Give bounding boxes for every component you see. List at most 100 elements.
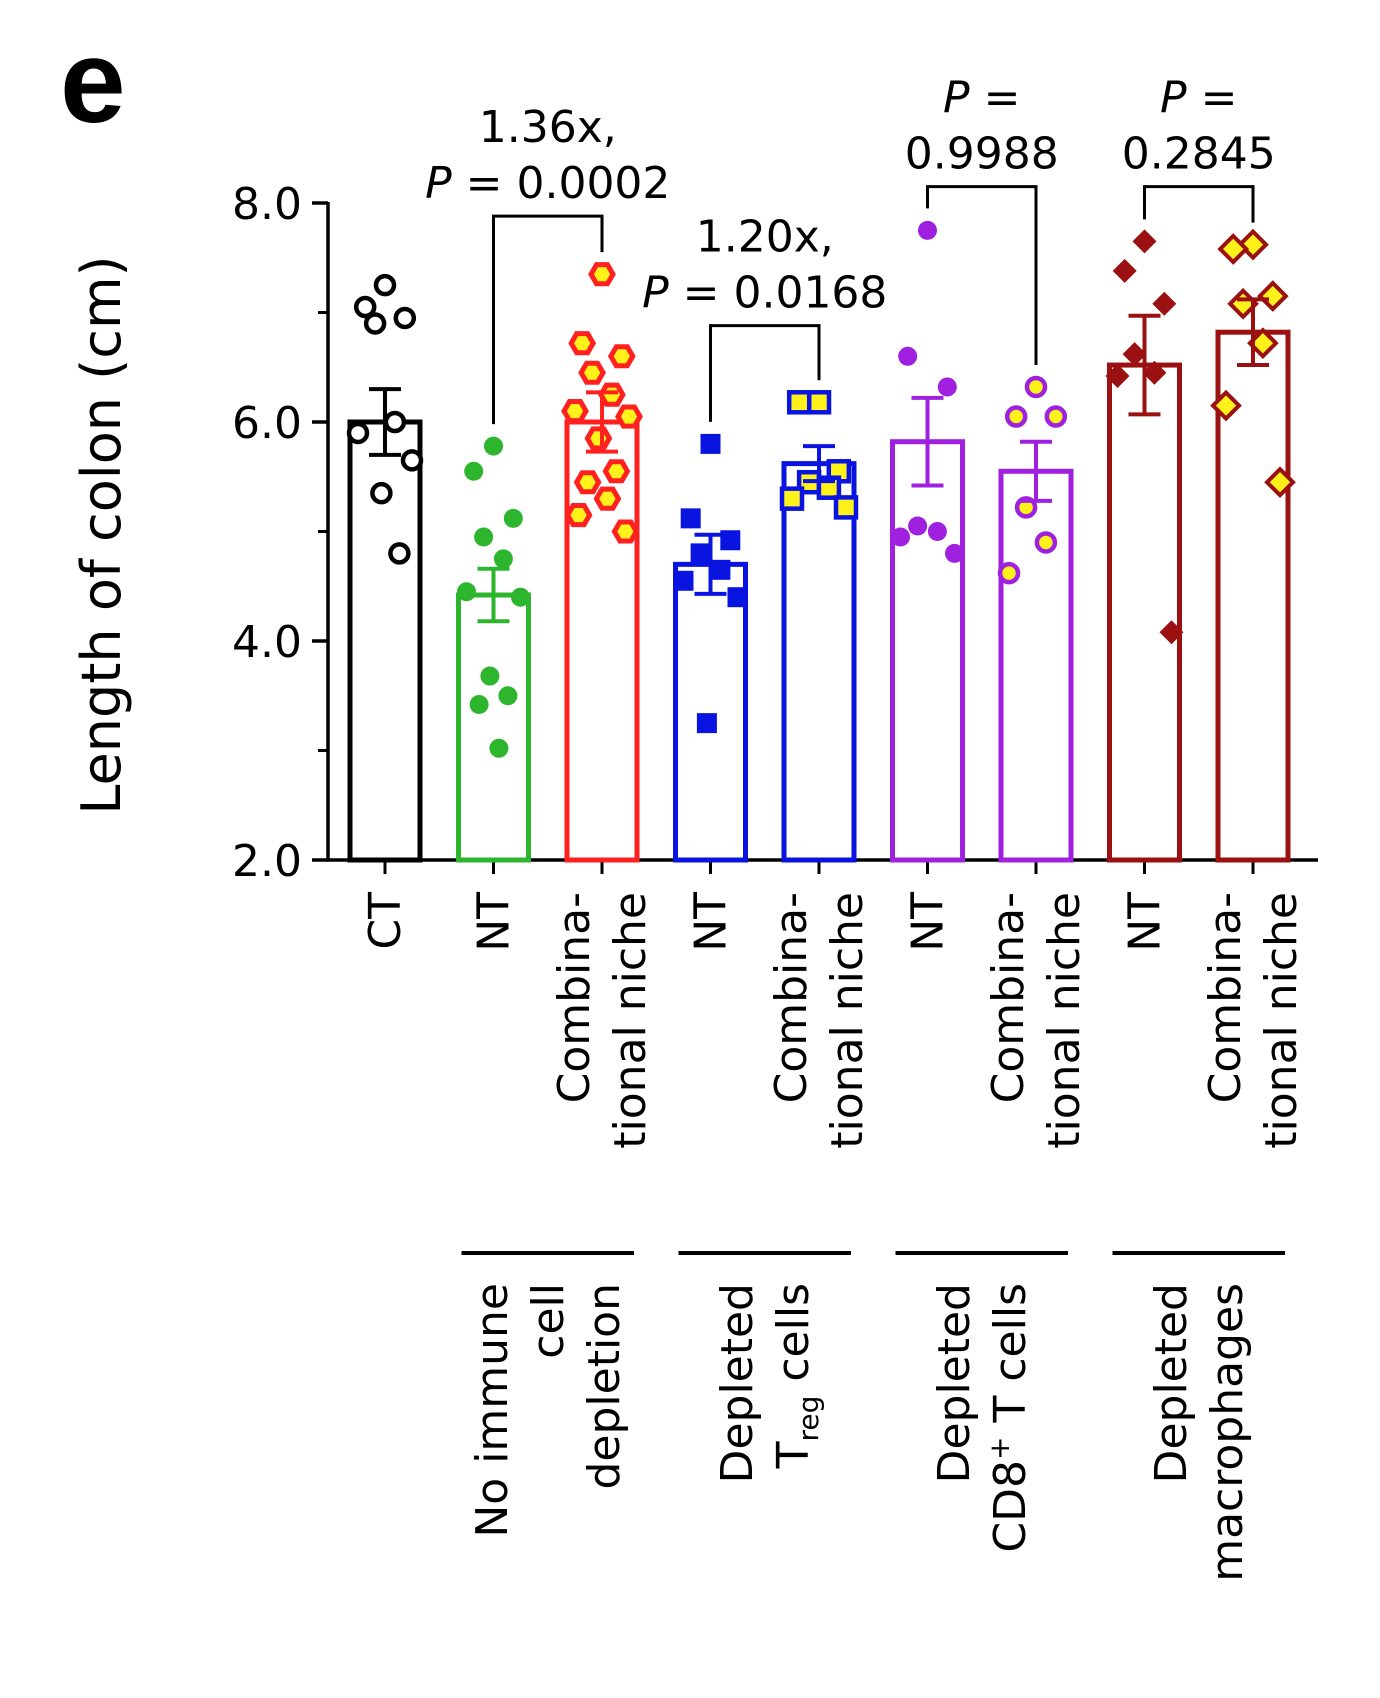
comparison-label: P =: [943, 73, 1020, 124]
data-point: [383, 410, 407, 434]
data-point: [1132, 229, 1157, 254]
bar: [998, 468, 1074, 863]
data-point: [498, 686, 518, 706]
category-label-line: tional niche: [1256, 892, 1307, 1149]
group-label-line: Depleted: [929, 1283, 980, 1483]
data-point: [1014, 496, 1038, 519]
data-point: [779, 486, 805, 511]
group-label-line: macrophages: [1202, 1283, 1253, 1582]
category-label-line: CT: [360, 892, 411, 950]
y-axis-title: Length of colon (cm): [70, 255, 133, 814]
group-label-line: No immune: [467, 1283, 518, 1538]
panel-letter: e: [60, 16, 126, 148]
data-point: [1112, 258, 1137, 283]
data-point: [833, 495, 859, 520]
category-label: Combina-tional niche: [983, 892, 1090, 1149]
category-label: NT: [1120, 892, 1171, 952]
data-point: [1105, 364, 1130, 389]
data-point: [503, 508, 523, 528]
data-point: [1142, 360, 1167, 385]
data-point: [1264, 466, 1296, 499]
data-point: [945, 543, 964, 563]
data-point: [918, 220, 937, 240]
bar: [890, 439, 965, 863]
group-label: Depleted Treg cells: [712, 1283, 825, 1483]
bar: [456, 592, 531, 863]
data-point: [353, 295, 377, 319]
data-point: [573, 470, 602, 495]
data-point: [690, 543, 711, 564]
group-label-line: CD8+ T cells: [983, 1283, 1036, 1553]
data-point: [588, 262, 616, 287]
group-label-line: depletion: [579, 1283, 630, 1490]
data-point: [489, 738, 509, 758]
y-tick-label: 2.0: [232, 836, 302, 887]
comparison-label: 0.9988: [905, 129, 1059, 180]
comparison-label: P = 0.0002: [425, 158, 670, 209]
data-point: [696, 713, 717, 734]
data-point: [511, 587, 530, 607]
data-point: [593, 486, 622, 511]
comparison-label: 0.2845: [1122, 129, 1276, 180]
data-point: [1152, 291, 1177, 316]
group-label-line: Depleted: [712, 1283, 763, 1483]
data-point: [370, 481, 393, 505]
data-point: [611, 519, 640, 544]
data-point: [1034, 531, 1058, 554]
error-bars: [369, 297, 1269, 624]
bar: [1107, 362, 1182, 863]
comparison-bracket: [492, 214, 604, 425]
data-point: [1217, 233, 1250, 265]
category-labels: CT NT Combina-tional niche NT Combina-tional…: [360, 892, 1307, 1149]
comparison-bracket: [1143, 185, 1255, 223]
data-point: [997, 561, 1021, 585]
data-point: [469, 695, 489, 715]
data-points: [346, 220, 1296, 758]
category-label: NT: [903, 892, 954, 952]
data-point: [480, 666, 500, 686]
category-label-line: NT: [1120, 892, 1171, 952]
data-point: [937, 377, 957, 397]
data-point: [680, 508, 701, 529]
data-point: [457, 582, 476, 602]
category-label-line: Combina-: [766, 892, 817, 1103]
data-point: [363, 312, 387, 335]
group-label: Depleted macrophages: [1146, 1283, 1253, 1582]
data-point: [493, 549, 513, 569]
category-label-line: NT: [469, 892, 520, 952]
data-point: [1256, 280, 1289, 312]
comparison-label: 1.36x,: [479, 102, 617, 153]
group-label-line: Treg cells: [768, 1283, 825, 1469]
data-point: [598, 382, 626, 407]
y-tick-label: 6.0: [232, 398, 302, 449]
data-point: [927, 522, 947, 541]
category-label-line: Combina-: [549, 892, 600, 1103]
bar: [781, 461, 857, 863]
category-label-line: NT: [903, 892, 954, 952]
comparison-bracket: [709, 324, 821, 422]
data-point: [908, 516, 928, 536]
data-point: [673, 570, 694, 591]
data-point: [1122, 342, 1147, 367]
data-point: [474, 527, 494, 547]
comparison-bracket: [926, 185, 1038, 365]
category-label: Combina-tional niche: [1200, 892, 1307, 1149]
comparison-label: P = 0.0168: [642, 268, 887, 319]
data-point: [1004, 405, 1028, 428]
data-point: [564, 503, 593, 528]
category-label: CT: [360, 892, 411, 950]
data-point: [602, 459, 631, 484]
y-tick-label: 4.0: [232, 617, 302, 668]
category-label: NT: [469, 892, 520, 952]
category-label-line: tional niche: [1039, 892, 1090, 1149]
group-labels: No immune cell depletion Depleted Treg cells…: [461, 1251, 1285, 1582]
data-point: [786, 390, 812, 415]
bar: [673, 561, 748, 863]
data-point: [1210, 389, 1242, 422]
category-label-line: tional niche: [822, 892, 873, 1149]
category-label: Combina-tional niche: [766, 892, 873, 1149]
category-label-line: Combina-: [1200, 892, 1251, 1103]
group-label-line: cell: [523, 1283, 574, 1359]
